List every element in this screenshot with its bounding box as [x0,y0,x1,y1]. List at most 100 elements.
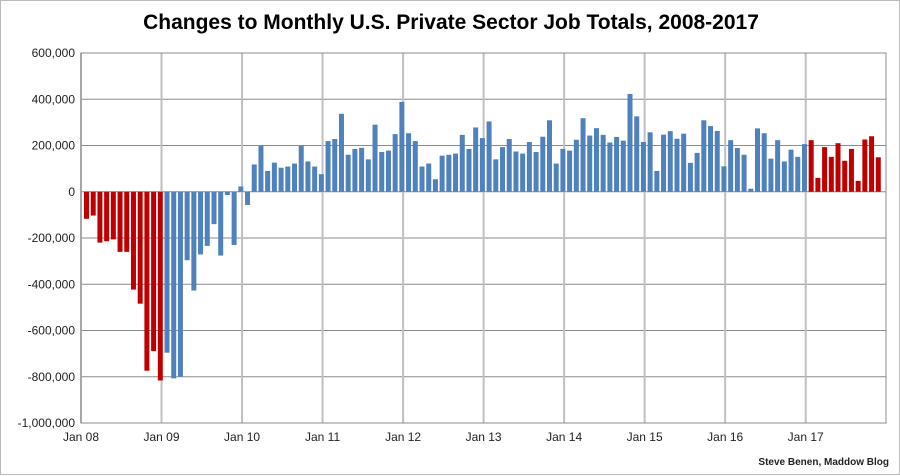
bar-2010 [312,166,318,192]
bar-2008 [110,191,116,240]
y-tick-label: -400,000 [28,277,76,291]
bar-2008 [117,191,123,252]
bar-2015 [667,131,673,192]
bar-2010 [285,166,291,192]
y-tick-label: -800,000 [28,370,76,384]
bar-2010 [292,163,298,192]
bar-2016 [748,188,754,192]
bar-2014 [593,128,599,192]
y-tick-label: 400,000 [32,92,76,106]
bar-2009 [191,191,197,291]
bar-2008 [130,191,136,290]
y-tick-label: 200,000 [32,139,76,153]
credit-text: Steve Benen, Maddow Blog [758,457,889,468]
bar-2012 [426,163,432,192]
bar-2011 [379,151,385,192]
bar-2015 [687,162,693,192]
x-tick-label: Jan 10 [224,430,260,444]
bar-2017 [822,147,828,192]
bar-2015 [674,138,680,192]
bar-2009 [218,191,224,256]
bar-2009 [238,186,244,192]
bar-2016 [755,128,760,192]
bar-2012 [473,127,479,192]
bar-2009 [204,191,210,246]
x-tick-label: Jan 14 [546,430,582,444]
bar-2014 [580,118,586,192]
bar-2013 [526,142,532,192]
bar-2014 [640,142,646,192]
bar-2009 [224,191,230,195]
bar-2009 [231,191,237,245]
x-tick-label: Jan 16 [707,430,743,444]
bar-2013 [546,120,552,192]
y-tick-label: 600,000 [32,46,76,60]
bar-2011 [352,148,358,192]
bar-2014 [573,139,579,192]
bar-2015 [701,120,707,192]
bar-2013 [540,136,546,192]
bar-2013 [533,151,539,192]
bar-2015 [661,134,667,192]
bar-2014 [587,135,593,192]
bar-2008 [104,191,110,242]
bar-2013 [486,121,492,192]
bar-2009 [177,191,183,377]
bar-2013 [560,148,566,192]
bar-2016 [788,149,794,192]
bar-2016 [795,156,801,192]
bar-2011 [385,150,391,192]
bar-2014 [600,134,606,192]
x-tick-label: Jan 11 [305,430,340,444]
bar-2012 [419,166,425,192]
bar-2015 [647,132,653,192]
bar-2011 [325,141,331,192]
bar-2010 [278,167,284,192]
bar-2009 [211,191,217,225]
bar-2015 [714,130,720,192]
bar-2013 [553,163,559,192]
bar-2009 [184,191,190,261]
bar-2017 [835,143,841,192]
bar-2012 [412,141,418,192]
bar-2016 [734,148,740,192]
bar-2008 [157,191,163,381]
bar-2009 [171,191,177,379]
bar-2008 [124,191,130,252]
bar-2011 [332,139,338,192]
bar-2017 [808,140,814,192]
bar-2015 [694,152,700,192]
bar-2015 [681,133,687,192]
bar-2014 [627,93,633,192]
bar-2011 [359,147,365,192]
bar-2012 [479,138,485,192]
bar-2017 [848,148,854,192]
bar-2010 [298,145,304,192]
chart-title: Changes to Monthly U.S. Private Sector J… [143,11,759,34]
bar-2014 [614,136,620,192]
bar-2016 [728,140,734,192]
y-tick-label: -1,000,000 [18,416,76,430]
bar-2010 [318,174,324,192]
bar-2016 [801,144,807,192]
x-tick-label: Jan 08 [63,430,99,444]
x-tick-label: Jan 13 [466,430,502,444]
bar-2013 [506,139,512,192]
y-tick-label: -600,000 [28,324,76,338]
bar-2013 [493,159,499,192]
bar-2011 [345,154,351,192]
bar-2010 [305,161,311,192]
bar-2008 [144,191,150,371]
bar-2012 [466,148,472,192]
bar-2016 [775,140,781,192]
bar-2012 [406,133,412,192]
x-tick-label: Jan 09 [144,430,180,444]
bar-2015 [654,170,660,192]
bar-2012 [439,155,445,192]
bar-2009 [198,191,204,255]
bar-2014 [634,116,640,192]
bar-2008 [151,191,157,352]
bar-2015 [708,126,714,192]
bar-2016 [768,158,774,192]
